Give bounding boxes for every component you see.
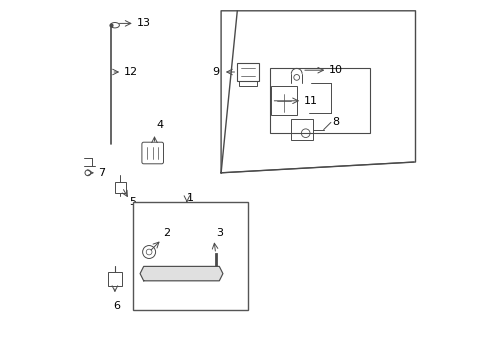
Text: 2: 2 — [163, 228, 170, 238]
Bar — [237, 63, 258, 81]
Text: 5: 5 — [129, 197, 136, 207]
Polygon shape — [140, 266, 223, 281]
Bar — [133, 202, 247, 310]
Bar — [291, 119, 312, 140]
Text: 9: 9 — [212, 67, 219, 77]
Text: 4: 4 — [156, 120, 163, 130]
Text: 8: 8 — [332, 117, 339, 127]
Text: 11: 11 — [303, 96, 317, 106]
Bar — [115, 182, 125, 193]
Text: 7: 7 — [98, 168, 105, 178]
Text: 13: 13 — [136, 18, 150, 28]
Bar — [107, 272, 122, 286]
Bar — [271, 86, 296, 115]
Text: 3: 3 — [215, 228, 222, 238]
Bar — [269, 68, 370, 133]
Text: 10: 10 — [328, 65, 343, 75]
Bar — [239, 81, 257, 86]
Text: 1: 1 — [186, 193, 194, 203]
Text: 6: 6 — [113, 301, 120, 311]
Text: 12: 12 — [123, 67, 138, 77]
